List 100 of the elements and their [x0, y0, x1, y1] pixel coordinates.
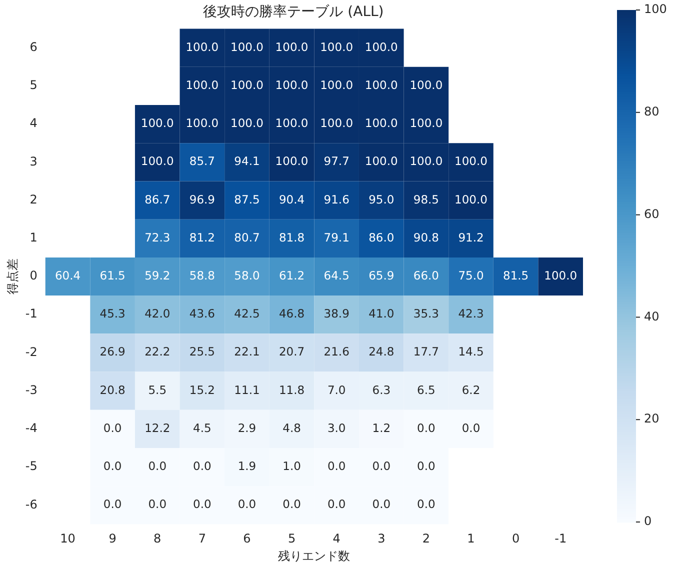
- data-label: 100.0: [320, 116, 354, 130]
- x-tick-label: 7: [198, 532, 206, 546]
- data-label: 11.8: [278, 382, 305, 397]
- data-label: 61.2: [278, 268, 305, 282]
- y-tick-label: -6: [25, 497, 38, 512]
- data-label: 12.2: [144, 420, 170, 435]
- data-label: 87.5: [234, 192, 260, 206]
- data-label: 79.1: [324, 230, 350, 244]
- data-label: 6.5: [417, 382, 436, 397]
- data-label: 35.3: [413, 306, 439, 321]
- color-bar-label: 40: [644, 309, 660, 324]
- y-tick-label: 4: [30, 116, 38, 130]
- color-bar-label: 60: [644, 206, 660, 221]
- data-label: 100.0: [454, 192, 488, 206]
- x-tick-label: 4: [332, 532, 340, 546]
- y-tick-label: -3: [25, 382, 38, 397]
- data-label: 41.0: [368, 306, 394, 321]
- data-label: 1.0: [282, 459, 301, 474]
- x-tick-label: 6: [243, 532, 251, 546]
- data-label: 58.0: [234, 268, 260, 282]
- data-label: 2.9: [238, 420, 256, 435]
- data-label: 1.2: [372, 420, 391, 435]
- color-bar-label: 20: [644, 412, 660, 426]
- data-label: 72.3: [144, 230, 170, 244]
- x-tick-label: 5: [288, 532, 296, 546]
- data-label: 4.8: [282, 420, 301, 435]
- data-label: 6.3: [372, 382, 391, 397]
- data-label: 21.6: [324, 344, 350, 359]
- data-label: 25.5: [189, 344, 215, 359]
- data-label: 100.0: [364, 154, 398, 168]
- y-tick-label: 5: [30, 78, 38, 92]
- data-label: 100.0: [230, 78, 264, 92]
- data-label: 0.0: [148, 497, 167, 512]
- data-label: 0.0: [417, 497, 436, 512]
- data-label: 0.0: [238, 497, 256, 512]
- data-label: 0.0: [417, 459, 436, 474]
- data-label: 45.3: [100, 306, 126, 321]
- data-label: 0.0: [148, 459, 167, 474]
- data-label: 42.3: [458, 306, 484, 321]
- data-label: 90.8: [413, 230, 439, 244]
- data-label: 100.0: [454, 154, 488, 168]
- data-label: 100.0: [230, 116, 264, 130]
- data-label: 11.1: [234, 382, 260, 397]
- data-label: 94.1: [234, 154, 260, 168]
- data-label: 22.2: [144, 344, 170, 359]
- chart-title: 後攻時の勝率テーブル (ALL): [203, 4, 384, 20]
- x-tick-label: 3: [378, 532, 386, 546]
- data-label: 81.5: [502, 268, 529, 282]
- data-label: 58.8: [189, 268, 215, 282]
- data-label: 75.0: [458, 268, 484, 282]
- data-label: 100.0: [140, 154, 174, 168]
- data-label: 60.4: [54, 268, 81, 282]
- data-label: 100.0: [410, 78, 443, 92]
- data-label: 61.5: [100, 268, 126, 282]
- data-label: 0.0: [193, 497, 212, 512]
- data-label: 0.0: [372, 459, 391, 474]
- data-label: 0.0: [193, 459, 212, 474]
- data-label: 96.9: [189, 192, 215, 206]
- x-tick-label: 9: [108, 532, 116, 546]
- data-label: 100.0: [140, 116, 174, 130]
- data-label: 64.5: [324, 268, 350, 282]
- data-label: 59.2: [144, 268, 170, 282]
- color-bar-label: 80: [644, 104, 660, 119]
- data-label: 0.0: [327, 497, 346, 512]
- data-label: 100.0: [186, 116, 219, 130]
- data-label: 42.0: [144, 306, 170, 321]
- data-label: 100.0: [410, 154, 443, 168]
- data-label: 100.0: [410, 116, 443, 130]
- data-label: 3.0: [327, 420, 346, 435]
- data-label: 100.0: [364, 40, 398, 54]
- data-label: 0.0: [282, 497, 301, 512]
- data-label: 20.7: [278, 344, 305, 359]
- data-label: 86.7: [144, 192, 170, 206]
- x-axis-title: 残りエンド数: [278, 548, 350, 563]
- y-tick-label: -4: [25, 421, 38, 436]
- data-label: 100.0: [230, 40, 264, 54]
- color-bar-label: 100: [644, 2, 667, 16]
- data-label: 100.0: [320, 78, 354, 92]
- y-tick-label: -2: [25, 344, 38, 359]
- data-label: 0.0: [372, 497, 391, 512]
- y-tick-label: 6: [30, 40, 38, 54]
- data-label: 1.9: [238, 459, 256, 474]
- data-label: 100.0: [275, 40, 308, 54]
- data-label: 100.0: [275, 78, 308, 92]
- data-label: 81.8: [278, 230, 305, 244]
- data-label: 0.0: [462, 420, 480, 435]
- data-label: 7.0: [327, 382, 346, 397]
- data-label: 15.2: [189, 382, 215, 397]
- data-label: 100.0: [320, 40, 354, 54]
- data-label: 0.0: [103, 459, 122, 474]
- y-tick-label: 0: [30, 268, 38, 283]
- y-axis-title: 得点差: [5, 258, 20, 294]
- data-label: 80.7: [234, 230, 260, 244]
- data-label: 86.0: [368, 230, 394, 244]
- data-label: 26.9: [100, 344, 126, 359]
- data-label: 81.2: [189, 230, 215, 244]
- data-label: 100.0: [275, 154, 308, 168]
- data-label: 14.5: [458, 344, 484, 359]
- data-label: 0.0: [103, 420, 122, 435]
- data-label: 95.0: [368, 192, 394, 206]
